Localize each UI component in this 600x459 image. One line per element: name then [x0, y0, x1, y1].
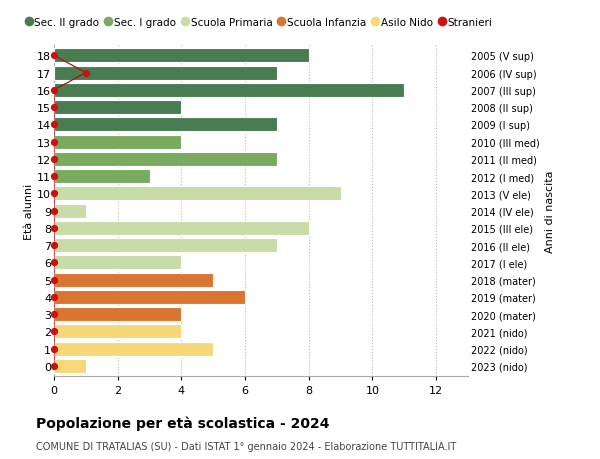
Point [49, 224, 59, 232]
Point [49, 328, 59, 335]
Bar [54, 170, 149, 184]
Y-axis label: Anni di nascita: Anni di nascita [545, 170, 555, 252]
Point [49, 190, 59, 197]
Bar [54, 204, 86, 218]
Bar [54, 239, 277, 252]
Bar [54, 256, 181, 270]
Text: COMUNE DI TRATALIAS (SU) - Dati ISTAT 1° gennaio 2024 - Elaborazione TUTTITALIA.: COMUNE DI TRATALIAS (SU) - Dati ISTAT 1°… [36, 441, 456, 451]
Bar [54, 67, 277, 80]
Point [49, 311, 59, 318]
Point [49, 242, 59, 249]
Bar [54, 308, 181, 321]
Bar [54, 84, 404, 98]
Bar [54, 49, 309, 63]
Point [49, 345, 59, 353]
Text: Popolazione per età scolastica - 2024: Popolazione per età scolastica - 2024 [36, 415, 329, 430]
Point [81, 70, 91, 77]
Point [49, 276, 59, 284]
Bar [54, 152, 277, 167]
Bar [54, 101, 181, 115]
Bar [54, 118, 277, 132]
Point [49, 121, 59, 129]
Y-axis label: Età alunni: Età alunni [25, 183, 34, 239]
Bar [54, 359, 86, 373]
Point [49, 139, 59, 146]
Point [49, 156, 59, 163]
Bar [54, 135, 181, 149]
Point [49, 294, 59, 301]
Bar [54, 325, 181, 339]
Point [49, 207, 59, 215]
Legend: Sec. II grado, Sec. I grado, Scuola Primaria, Scuola Infanzia, Asilo Nido, Stran: Sec. II grado, Sec. I grado, Scuola Prim… [26, 18, 492, 28]
Bar [54, 273, 213, 287]
Bar [54, 221, 309, 235]
Bar [54, 187, 341, 201]
Point [49, 52, 59, 60]
Point [49, 87, 59, 94]
Point [49, 104, 59, 112]
Point [49, 259, 59, 266]
Point [49, 173, 59, 180]
Point [49, 362, 59, 369]
Bar [54, 342, 213, 356]
Bar [54, 290, 245, 304]
